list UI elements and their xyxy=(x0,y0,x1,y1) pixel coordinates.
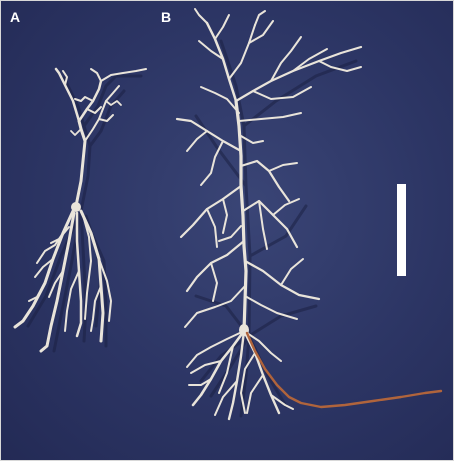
panel-label-a: A xyxy=(10,9,21,25)
neuron-b xyxy=(175,8,363,421)
neuron-a xyxy=(13,67,147,353)
panel-label-b: B xyxy=(161,9,172,25)
scale-bar xyxy=(397,184,406,276)
axon xyxy=(245,331,443,409)
